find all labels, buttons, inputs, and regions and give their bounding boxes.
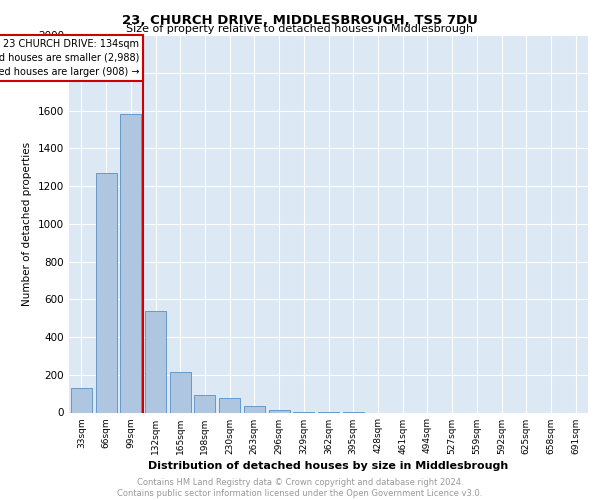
Bar [71, 388, 92, 412]
Bar [95, 173, 116, 412]
Bar [145, 310, 166, 412]
Text: 23 CHURCH DRIVE: 134sqm
← 76% of detached houses are smaller (2,988)
23% of semi: 23 CHURCH DRIVE: 134sqm ← 76% of detache… [0, 39, 139, 77]
Text: Size of property relative to detached houses in Middlesbrough: Size of property relative to detached ho… [127, 24, 473, 34]
Bar [170, 372, 191, 412]
Y-axis label: Number of detached properties: Number of detached properties [22, 142, 32, 306]
Bar [269, 410, 290, 412]
Text: Contains HM Land Registry data © Crown copyright and database right 2024.
Contai: Contains HM Land Registry data © Crown c… [118, 478, 482, 498]
Text: 23, CHURCH DRIVE, MIDDLESBROUGH, TS5 7DU: 23, CHURCH DRIVE, MIDDLESBROUGH, TS5 7DU [122, 14, 478, 27]
X-axis label: Distribution of detached houses by size in Middlesbrough: Distribution of detached houses by size … [148, 460, 509, 470]
Bar [194, 394, 215, 412]
Bar [244, 406, 265, 412]
Bar [120, 114, 141, 412]
Bar [219, 398, 240, 412]
